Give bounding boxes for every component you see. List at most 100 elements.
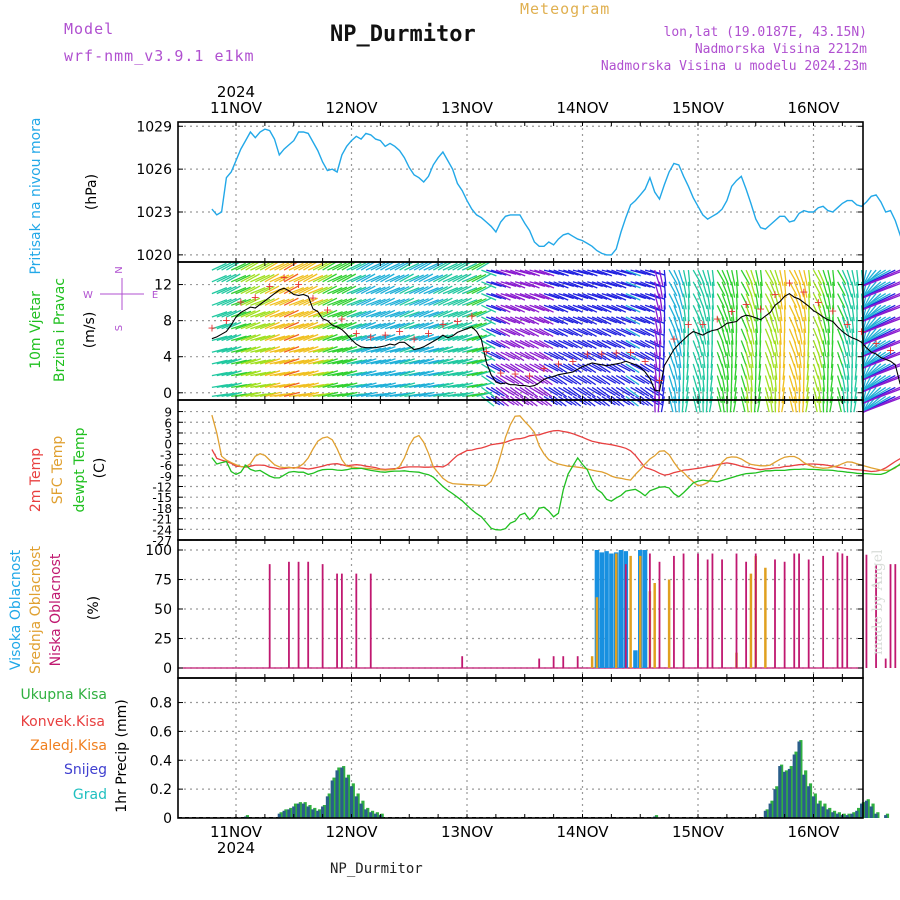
wind-barb [862, 397, 900, 413]
wind-barb [226, 391, 243, 398]
wind-barb [616, 269, 632, 275]
wind-barb [413, 392, 430, 398]
y-tick-label: 0 [163, 811, 172, 827]
wind-barb [490, 386, 505, 397]
wind-barb [250, 274, 266, 283]
wind-barb [673, 396, 677, 413]
wind-barb [418, 358, 435, 365]
wind-barb [678, 352, 682, 369]
wind-barb [221, 334, 237, 342]
wind-barb [336, 310, 353, 318]
wind-barb [418, 297, 434, 306]
wind-barb [476, 273, 491, 283]
wind-barb [370, 322, 387, 330]
wind-barb [461, 299, 478, 306]
wind-barb [601, 386, 616, 396]
wind-barb [846, 305, 852, 322]
wind-barb [505, 292, 521, 300]
wind-barb [332, 334, 348, 342]
wind-barb [644, 304, 661, 312]
wind-barb [245, 391, 262, 398]
wind-barb [801, 396, 805, 413]
wind-barb [846, 363, 850, 380]
y-tick-label: 12 [154, 278, 172, 294]
wind-barb [245, 345, 261, 353]
wind-barb [509, 363, 525, 374]
wind-barb [682, 305, 687, 322]
wind-barb [524, 293, 540, 301]
wind-barb [283, 273, 299, 283]
wind-barb [620, 363, 636, 373]
wind-barb [264, 358, 281, 365]
wind-barb [538, 281, 555, 289]
wind-barb [510, 316, 525, 325]
wind-gust-mark: + [352, 327, 361, 340]
wind-barb [529, 339, 545, 348]
wind-barb [673, 363, 678, 380]
wind-barb [476, 261, 491, 271]
wind-gust-mark: + [770, 288, 779, 301]
wind-barb [734, 363, 738, 380]
wind-barb [862, 304, 891, 321]
wind-barb [596, 304, 612, 313]
wind-barb [750, 281, 757, 298]
wind-barb [437, 261, 453, 271]
wind-barb [827, 328, 830, 345]
wind-barb [543, 281, 560, 288]
wind-barb [255, 322, 271, 330]
wind-barb [601, 292, 618, 300]
wind-barb [221, 298, 237, 306]
temp-ylabel-2m: 2m Temp [28, 448, 44, 512]
wind-barb [404, 299, 420, 306]
wind-barb [630, 375, 646, 384]
wind-barb [317, 370, 334, 377]
wind-barb [591, 386, 606, 397]
wind-barb [611, 304, 627, 313]
wind-barb [774, 305, 780, 322]
wind-barb [529, 386, 544, 396]
wind-barb [558, 316, 574, 324]
wind-barb [235, 274, 251, 283]
wind-barb [798, 281, 805, 298]
wind-barb [303, 370, 319, 377]
wind-barb [433, 286, 448, 295]
wind-barb [745, 328, 752, 345]
wind-barb [481, 386, 495, 398]
wind-barb [591, 328, 607, 337]
wind-barb [577, 351, 593, 361]
wind-barb [332, 274, 347, 283]
wind-barb [538, 339, 554, 350]
wind-barb [625, 386, 640, 398]
wind-barb [649, 395, 664, 407]
wind-barb [317, 286, 333, 295]
wind-barb [841, 328, 848, 345]
wind-barb [630, 292, 646, 300]
wind-barb [519, 351, 535, 361]
wind-barb [389, 286, 405, 295]
wind-barb [769, 396, 773, 413]
wind-barb [370, 371, 387, 377]
wind-barb [413, 370, 430, 377]
wind-barb [428, 310, 444, 318]
wind-barb [798, 293, 804, 310]
precip-snow-bar [835, 813, 840, 818]
precip-total-bar [337, 767, 341, 818]
wind-barb [779, 305, 783, 322]
precip-snow-bar [826, 809, 830, 818]
wind-barb [822, 293, 828, 310]
wind-barb [221, 273, 237, 283]
precip-snow-bar [311, 809, 315, 818]
wind-barb [514, 339, 530, 348]
wind-barb [428, 262, 444, 271]
precip-snow-bar [778, 766, 782, 818]
wind-barb [591, 395, 606, 407]
precip-snow-bar [369, 812, 373, 818]
wind-barb [418, 309, 434, 318]
wind-barb [327, 311, 343, 318]
wind-barb [798, 269, 805, 286]
wind-barb [384, 262, 400, 271]
wind-barb [764, 293, 774, 309]
wind-barb [640, 281, 656, 289]
wind-barb [495, 328, 511, 337]
wind-barb [721, 375, 726, 392]
